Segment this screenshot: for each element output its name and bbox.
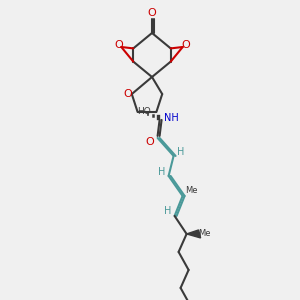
Text: Me: Me [198,230,211,238]
Text: O: O [145,137,154,147]
Text: NH: NH [164,113,178,123]
Text: H: H [177,147,184,157]
Text: Me: Me [185,186,198,195]
Text: H: H [158,167,165,177]
Text: HO: HO [137,107,151,116]
Polygon shape [187,230,201,238]
Text: O: O [181,40,190,50]
Text: O: O [114,40,123,50]
Text: O: O [148,8,156,18]
Text: H: H [164,206,171,216]
Text: O: O [123,89,132,99]
